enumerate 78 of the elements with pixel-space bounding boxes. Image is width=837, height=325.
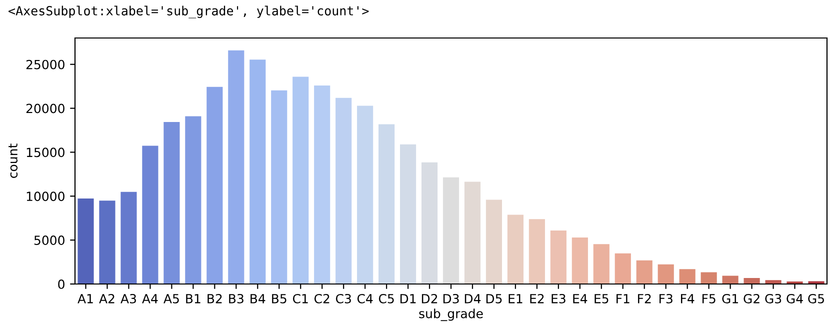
x-tick-label: D3: [443, 294, 459, 304]
x-tick-label: B5: [272, 294, 286, 304]
x-tick-label: C5: [378, 294, 394, 304]
y-tick-label: 15000: [26, 148, 64, 158]
bar: [570, 236, 590, 284]
bar: [248, 58, 267, 284]
bar: [721, 274, 740, 284]
bar: [162, 120, 181, 284]
bar: [614, 252, 632, 284]
bar: [270, 89, 288, 284]
bar: [528, 218, 546, 284]
x-tick-label: F4: [681, 294, 694, 304]
x-tick-label: B2: [208, 294, 222, 304]
bar: [206, 86, 224, 284]
x-tick-label: F3: [660, 294, 672, 304]
x-tick-label: D5: [486, 294, 502, 304]
y-tick-label: 0: [58, 279, 64, 289]
bar: [463, 180, 482, 284]
x-tick-label: G5: [808, 294, 824, 304]
bar: [398, 143, 418, 284]
bar: [742, 276, 761, 284]
x-tick-label: G3: [765, 294, 782, 304]
y-axis-title: count: [8, 144, 18, 178]
x-tick-label: A2: [99, 294, 114, 304]
bar: [377, 123, 396, 284]
bar: [807, 280, 826, 284]
x-tick-label: G1: [722, 294, 738, 304]
x-tick-label: E1: [508, 294, 522, 304]
bar: [656, 263, 676, 284]
bar: [420, 161, 439, 284]
bar: [442, 176, 460, 284]
bar: [700, 271, 718, 284]
bar: [184, 115, 202, 284]
x-tick-label: F1: [616, 294, 630, 304]
bar: [484, 198, 504, 284]
y-tick-label: 25000: [26, 60, 64, 70]
x-tick-label: F2: [638, 294, 651, 304]
x-tick-label: D1: [400, 294, 416, 304]
x-tick-label: B4: [250, 294, 266, 304]
x-tick-label: A1: [78, 294, 93, 304]
x-axis-title: sub_grade: [419, 308, 483, 322]
bar: [76, 197, 95, 284]
x-tick-label: D2: [422, 294, 438, 304]
bar: [356, 104, 374, 284]
y-tick-label: 20000: [26, 104, 64, 114]
x-tick-label: B3: [229, 294, 244, 304]
x-tick-label: C2: [314, 294, 330, 304]
bar: [506, 214, 525, 284]
bar: [678, 268, 696, 284]
bar: [764, 279, 782, 284]
x-tick-label: E2: [530, 294, 544, 304]
x-tick-label: G2: [744, 294, 760, 304]
x-tick-label: A3: [120, 294, 136, 304]
x-tick-label: E5: [594, 294, 608, 304]
x-tick-label: G4: [786, 294, 803, 304]
bar: [98, 200, 116, 284]
x-tick-label: C4: [357, 294, 373, 304]
y-tick-label: 5000: [34, 236, 64, 245]
bar: [592, 243, 611, 284]
bar: [635, 259, 654, 284]
x-tick-label: E4: [573, 294, 588, 304]
x-tick-label: C3: [336, 294, 351, 304]
x-tick-label: E3: [552, 294, 566, 304]
bar: [141, 144, 160, 284]
x-tick-label: C1: [292, 294, 308, 304]
y-tick-label: 10000: [26, 192, 64, 202]
bar: [334, 96, 353, 284]
x-tick-label: A4: [142, 294, 158, 304]
bar: [549, 229, 568, 284]
bar: [291, 76, 310, 284]
text: <AxesSubplot:xlabel='sub_grade', ylabel='count'>: [8, 6, 369, 18]
bar: [120, 190, 138, 284]
x-tick-label: A5: [164, 294, 179, 304]
x-tick-label: B1: [186, 294, 200, 304]
bar: [312, 84, 332, 284]
x-tick-label: D4: [464, 294, 481, 304]
x-tick-label: F5: [702, 294, 716, 304]
bar: [226, 49, 246, 284]
